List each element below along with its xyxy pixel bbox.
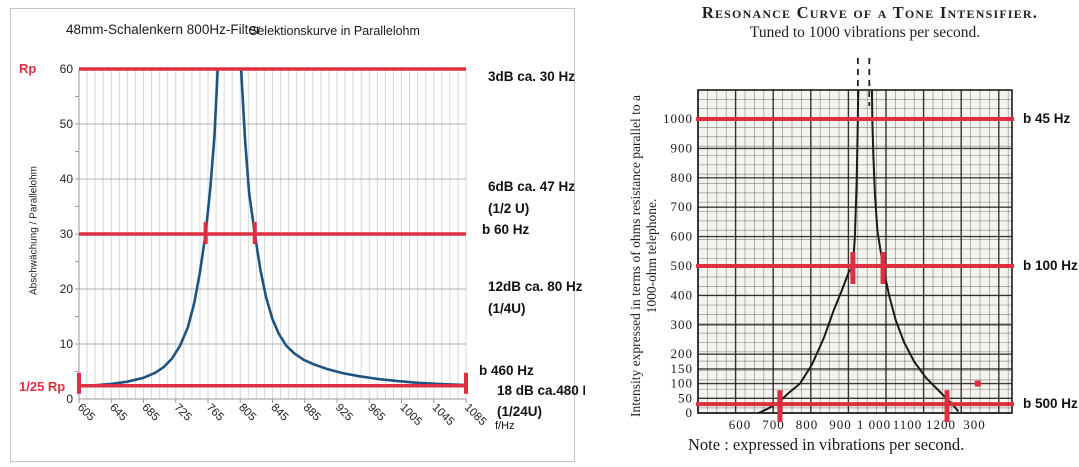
y-tick-label: 30 xyxy=(60,227,74,241)
y-tick-label: 10 xyxy=(60,337,74,351)
left-chart-plot: 0 10 20 30 40 50 60 605 645 685 725 765 805 845 885 925… xyxy=(60,62,489,429)
y-tick-label: 1000 xyxy=(663,111,693,126)
x-tick-label: 645 xyxy=(107,402,129,424)
annotation-b60: b 60 Hz xyxy=(482,222,530,237)
left-chart-subtitle: Selektionskurve in Parallelohm xyxy=(249,24,420,38)
red-line-label: b 100 Hz xyxy=(1023,258,1078,273)
x-tick-label: 800 xyxy=(796,417,819,432)
grid-border xyxy=(697,89,1013,414)
y-tick-label: 60 xyxy=(60,62,74,76)
right-chart-card: 0 50 100 150 200 300 400 500 600 700 800 900 1000 600… xyxy=(585,0,1079,467)
y-tick-label: 100 xyxy=(671,376,694,391)
annotation-a18db_u: (1/24U) xyxy=(497,404,543,419)
rp-label: Rp xyxy=(19,61,37,76)
y-tick-label: 600 xyxy=(671,229,694,244)
y-tick-label: 0 xyxy=(686,405,694,420)
x-tick-label: 1200 xyxy=(926,417,956,432)
x-tick-label: 900 xyxy=(829,417,852,432)
y-tick-label: 800 xyxy=(671,170,694,185)
y-tick-label: 150 xyxy=(671,361,694,376)
right-chart-subtitle: Tuned to 1000 vibrations per second. xyxy=(749,24,981,41)
x-tick-label: 1100 xyxy=(893,417,923,432)
right-chart-y-axis-title-line1: Intensity expressed in terms of ohms res… xyxy=(628,94,643,418)
y-tick-label: 400 xyxy=(671,287,694,302)
annotation-a3db: 3dB ca. 30 Hz xyxy=(488,69,576,84)
annotation-a12db_u: (1/4U) xyxy=(488,301,526,316)
annotation-a12db: 12dB ca. 80 Hz xyxy=(488,279,583,294)
annotation-a18db: 18 dB ca.480 Hz xyxy=(497,383,600,398)
y-tick-label: 300 xyxy=(671,317,694,332)
red-dot-mark xyxy=(974,380,981,387)
x-tick-label: 765 xyxy=(204,402,226,424)
y-tick-label: 500 xyxy=(671,258,694,273)
selectivity-curve xyxy=(79,69,466,388)
x-tick-label: 685 xyxy=(139,402,161,424)
y-tick-label: 40 xyxy=(60,172,74,186)
y-tick-label: 50 xyxy=(60,117,74,131)
resonance-curve xyxy=(871,90,960,413)
x-tick-label: 1085 xyxy=(462,402,489,429)
annotation-b460: b 460 Hz xyxy=(479,363,534,378)
left-chart-card: 0 10 20 30 40 50 60 605 645 685 725 765 805 845 885 925… xyxy=(10,8,599,462)
y-tick-label: 200 xyxy=(671,346,694,361)
x-tick-label: 725 xyxy=(172,402,194,424)
red-line-label: b 45 Hz xyxy=(1023,111,1071,126)
right-chart-title: Resonance Curve of a Tone Intensifier. xyxy=(701,3,1039,22)
x-tick-label: 600 xyxy=(729,417,752,432)
x-tick-label: 965 xyxy=(365,402,387,424)
y-tick-label: 20 xyxy=(60,282,74,296)
right-chart-note: Note : expressed in vibrations per secon… xyxy=(688,435,965,454)
x-tick-label: 605 xyxy=(75,402,97,424)
red-line-label: b 500 Hz xyxy=(1023,396,1078,412)
x-tick-label: 885 xyxy=(301,402,323,424)
annotation-a6db: 6dB ca. 47 Hz xyxy=(488,179,576,194)
x-tick-label: 805 xyxy=(236,402,258,424)
right-chart-y-axis-title: Intensity expressed in terms of ohms res… xyxy=(628,1,660,467)
x-tick-label: 845 xyxy=(268,402,290,424)
y-tick-label: 50 xyxy=(678,390,693,405)
scan-paper xyxy=(698,90,1012,413)
x-tick-label: 1045 xyxy=(430,402,457,429)
rp25-label: 1/25 Rp xyxy=(19,379,66,394)
y-tick-label: 700 xyxy=(671,199,694,214)
left-chart-y-axis-title: Abschwächung / Parallelohm xyxy=(28,166,40,295)
x-tick-label: 1005 xyxy=(397,402,424,429)
annotation-a6db_u: (1/2 U) xyxy=(488,201,530,216)
x-tick-label: 1 000 xyxy=(857,417,891,432)
annotation-funit: f/Hz xyxy=(495,420,515,432)
y-tick-label: 0 xyxy=(66,392,73,406)
x-tick-label: 925 xyxy=(333,402,355,424)
left-chart-title: 48mm-Schalenkern 800Hz-Filter xyxy=(66,22,261,37)
right-chart-y-axis-title-line2: 1000-ohm telephone. xyxy=(644,198,659,314)
x-tick-label: 300 xyxy=(963,417,986,432)
y-tick-label: 900 xyxy=(671,140,694,155)
